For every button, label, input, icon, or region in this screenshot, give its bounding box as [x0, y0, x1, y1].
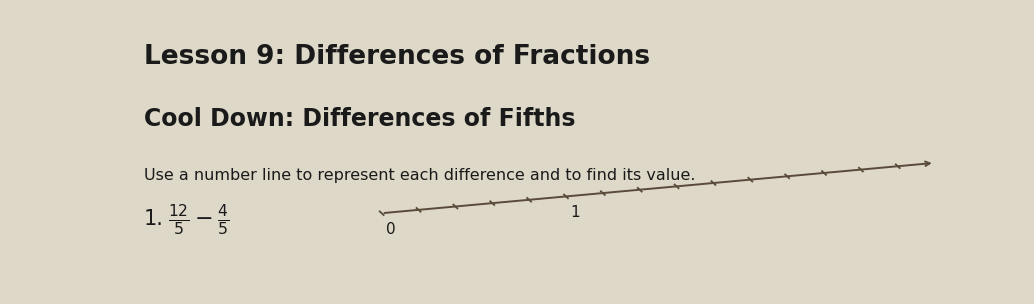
Text: Cool Down: Differences of Fifths: Cool Down: Differences of Fifths — [144, 107, 575, 131]
Text: Use a number line to represent each difference and to find its value.: Use a number line to represent each diff… — [144, 168, 695, 183]
Text: 1.: 1. — [144, 209, 163, 229]
Text: 0: 0 — [387, 222, 396, 237]
Text: $\frac{12}{5} - \frac{4}{5}$: $\frac{12}{5} - \frac{4}{5}$ — [168, 202, 230, 237]
Text: 1: 1 — [571, 205, 580, 220]
Text: Lesson 9: Differences of Fractions: Lesson 9: Differences of Fractions — [144, 43, 649, 70]
